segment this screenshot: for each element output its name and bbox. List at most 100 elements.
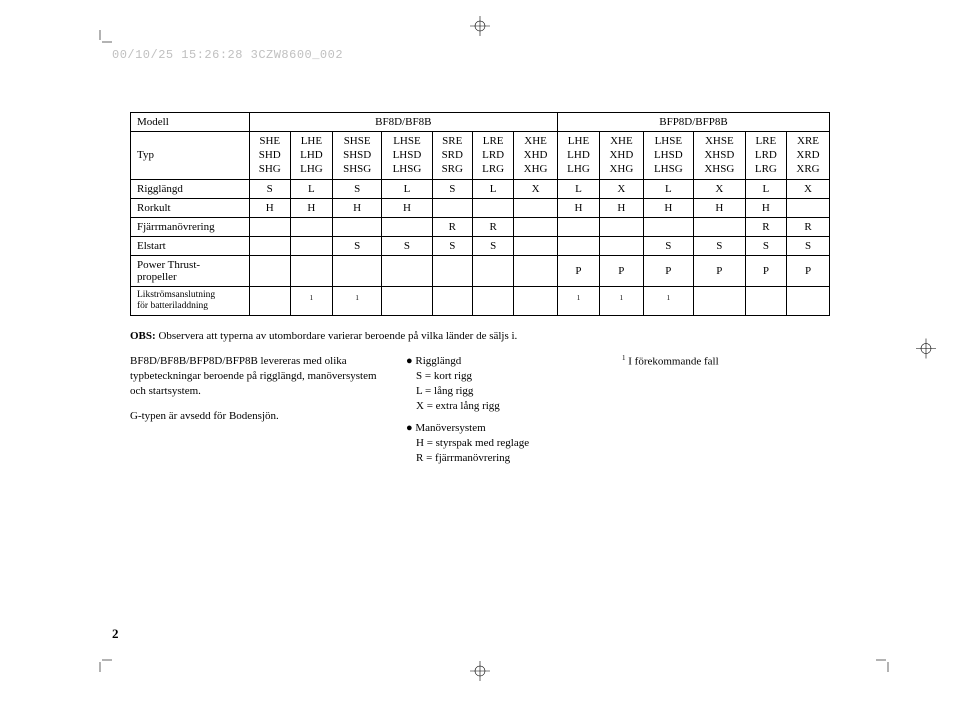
data-cell: H xyxy=(249,199,290,218)
rigg-line: L = lång rigg xyxy=(406,384,596,399)
label-modell: Modell xyxy=(131,113,250,132)
data-cell xyxy=(600,237,644,256)
data-cell xyxy=(432,256,472,287)
data-cell: H xyxy=(332,199,381,218)
table-row-fjarr: Fjärrmanövrering RRRR xyxy=(131,218,830,237)
data-cell: S xyxy=(693,237,745,256)
data-cell xyxy=(514,237,558,256)
crop-mark-bottom-right xyxy=(876,648,900,672)
table-row-elstart: Elstart SSSSSSSS xyxy=(131,237,830,256)
col-right: 1 I förekommande fall xyxy=(622,354,772,474)
man-line: H = styrspak med reglage xyxy=(406,436,596,451)
typ-cell: LHSELHSDLHSG xyxy=(643,132,693,180)
data-cell: 1 xyxy=(557,287,599,316)
data-cell xyxy=(290,218,332,237)
typ-cell: XHEXHDXHG xyxy=(514,132,558,180)
data-cell xyxy=(249,218,290,237)
data-cell: S xyxy=(432,180,472,199)
data-cell xyxy=(514,256,558,287)
typ-cell: LHSELHSDLHSG xyxy=(382,132,432,180)
data-cell: H xyxy=(693,199,745,218)
data-cell: P xyxy=(643,256,693,287)
data-cell: 1 xyxy=(290,287,332,316)
data-cell: L xyxy=(382,180,432,199)
data-cell xyxy=(290,256,332,287)
col-mid: ● Rigglängd S = kort rigg L = lång rigg … xyxy=(406,354,596,474)
typ-cell: XREXRDXRG xyxy=(787,132,830,180)
data-cell: R xyxy=(787,218,830,237)
data-cell xyxy=(600,218,644,237)
data-cell: X xyxy=(514,180,558,199)
rigg-head: ● Rigglängd xyxy=(406,354,596,369)
model-header-b: BFP8D/BFP8B xyxy=(557,113,829,132)
typ-cell: LHELHDLHG xyxy=(557,132,599,180)
typ-cell: XHEXHDXHG xyxy=(600,132,644,180)
obs-note: OBS: Observera att typerna av utombordar… xyxy=(130,330,830,342)
data-cell xyxy=(787,287,830,316)
print-stamp: 00/10/25 15:26:28 3CZW8600_002 xyxy=(112,48,343,62)
label-likstrom: Likströmsanslutningför batteriladdning xyxy=(131,287,250,316)
table-row-rigglangd: Rigglängd SLSLSLXLXLXLX xyxy=(131,180,830,199)
label-rigglangd: Rigglängd xyxy=(131,180,250,199)
data-cell xyxy=(557,218,599,237)
left-p2: G-typen är avsedd för Bodensjön. xyxy=(130,409,380,424)
data-cell xyxy=(514,199,558,218)
data-cell: S xyxy=(332,237,381,256)
footnote-sup: 1 xyxy=(622,354,626,362)
data-cell xyxy=(332,218,381,237)
data-cell: L xyxy=(290,180,332,199)
data-cell xyxy=(514,218,558,237)
registration-mark-top xyxy=(470,16,490,41)
man-head: ● Manöversystem xyxy=(406,421,596,436)
data-cell xyxy=(787,199,830,218)
data-cell: S xyxy=(787,237,830,256)
obs-text: Observera att typerna av utombordare var… xyxy=(158,330,517,342)
data-cell xyxy=(249,237,290,256)
data-cell: P xyxy=(787,256,830,287)
data-cell: S xyxy=(745,237,786,256)
spec-table: Modell BF8D/BF8B BFP8D/BFP8B Typ SHESHDS… xyxy=(130,112,830,316)
data-cell: S xyxy=(382,237,432,256)
data-cell: S xyxy=(332,180,381,199)
typ-cell: SHSESHSDSHSG xyxy=(332,132,381,180)
left-p1: BF8D/BF8B/BFP8D/BFP8B levereras med olik… xyxy=(130,354,380,399)
data-cell: R xyxy=(745,218,786,237)
label-power: Power Thrust-propeller xyxy=(131,256,250,287)
data-cell: L xyxy=(473,180,514,199)
data-cell xyxy=(382,256,432,287)
data-cell xyxy=(432,287,472,316)
data-cell: H xyxy=(745,199,786,218)
data-cell: S xyxy=(643,237,693,256)
label-rorkult: Rorkult xyxy=(131,199,250,218)
page-content: Modell BF8D/BF8B BFP8D/BFP8B Typ SHESHDS… xyxy=(130,112,830,474)
data-cell xyxy=(693,218,745,237)
typ-cell: SRESRDSRG xyxy=(432,132,472,180)
data-cell: X xyxy=(600,180,644,199)
registration-mark-bottom xyxy=(470,661,490,686)
data-cell xyxy=(745,287,786,316)
data-cell: H xyxy=(643,199,693,218)
data-cell xyxy=(249,256,290,287)
data-cell: L xyxy=(643,180,693,199)
model-header-a: BF8D/BF8B xyxy=(249,113,557,132)
page-number: 2 xyxy=(112,626,119,642)
below-columns: BF8D/BF8B/BFP8D/BFP8B levereras med olik… xyxy=(130,354,830,474)
typ-cell: LRELRDLRG xyxy=(745,132,786,180)
data-cell: L xyxy=(745,180,786,199)
obs-prefix: OBS: xyxy=(130,330,156,342)
man-line: R = fjärrmanövrering xyxy=(406,451,596,466)
col-left: BF8D/BF8B/BFP8D/BFP8B levereras med olik… xyxy=(130,354,380,474)
rigg-line: S = kort rigg xyxy=(406,369,596,384)
registration-mark-right xyxy=(916,339,936,364)
data-cell: 1 xyxy=(600,287,644,316)
table-row-model: Modell BF8D/BF8B BFP8D/BFP8B xyxy=(131,113,830,132)
data-cell: X xyxy=(693,180,745,199)
data-cell xyxy=(290,237,332,256)
table-row-rorkult: Rorkult HHHHHHHHH xyxy=(131,199,830,218)
data-cell: H xyxy=(290,199,332,218)
data-cell: R xyxy=(432,218,472,237)
data-cell xyxy=(249,287,290,316)
data-cell: H xyxy=(382,199,432,218)
data-cell xyxy=(432,199,472,218)
data-cell xyxy=(382,218,432,237)
